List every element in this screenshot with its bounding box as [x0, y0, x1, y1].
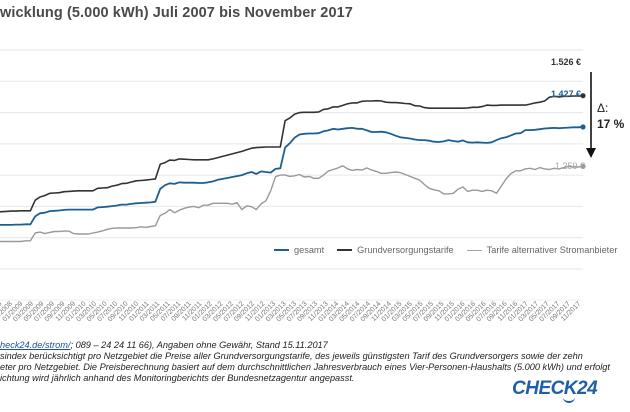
- series-line-grundversorgungstarife: [0, 94, 584, 213]
- x-axis-tick-labels: 09/200811/200801/200903/200905/200907/20…: [0, 300, 582, 323]
- series-line-tarife-alternativer-stromanbieter: [0, 165, 584, 243]
- legend-swatch: [274, 249, 289, 251]
- series-end-marker: [580, 93, 586, 99]
- legend-label: gesamt: [294, 245, 325, 255]
- series-end-marker: [580, 163, 586, 169]
- check24-logo[interactable]: CHECK24: [512, 378, 598, 399]
- series-lines: [0, 93, 586, 243]
- legend-label: Grundversorgungstarife: [357, 245, 454, 255]
- delta-value: 17 %: [597, 117, 625, 131]
- legend-swatch: [337, 249, 353, 251]
- legend-item-grundversorgung: Grundversorgungstarife: [337, 245, 454, 255]
- chart-title: wicklung (5.000 kWh) Juli 2007 bis Novem…: [0, 5, 353, 21]
- footnote-source-text: ; 089 – 24 24 11 66), Angaben ohne Gewäh…: [70, 340, 328, 350]
- source-link[interactable]: heck24.de/strom/: [0, 340, 71, 350]
- end-label-grundversorgung: 1.526 €: [551, 57, 582, 67]
- arrow-down-icon: [586, 148, 596, 158]
- legend-item-gesamt: gesamt: [274, 245, 324, 255]
- logo-smile-icon: [563, 396, 575, 403]
- legend-label: Tarife alternativer Stromanbieter: [486, 245, 618, 255]
- end-label-alternative: 1.259 €: [555, 161, 586, 171]
- footnote-line-3: eter pro Netzgebiet. Die Preisberechnung…: [0, 362, 610, 372]
- gridlines: [0, 49, 583, 301]
- delta-arrow: [586, 72, 596, 158]
- footnote-line-4: ichtung wird jährlich anhand des Monitor…: [0, 373, 355, 383]
- delta-label: Δ:: [597, 101, 609, 115]
- series-line-gesamt: [0, 126, 584, 226]
- legend-swatch: [466, 249, 482, 251]
- legend-item-alternative: Tarife alternativer Stromanbieter: [466, 245, 618, 255]
- chart-legend: gesamt Grundversorgungstarife Tarife alt…: [274, 245, 630, 255]
- line-chart: 09/200811/200801/200903/200905/200907/20…: [0, 49, 596, 323]
- end-label-gesamt: 1.427 €: [551, 89, 582, 99]
- footnote-line-2: sindex berücksichtigt pro Netzgebiet die…: [0, 351, 583, 361]
- footnote: heck24.de/strom/; 089 – 24 24 11 66), An…: [0, 340, 610, 384]
- footnote-line-1: heck24.de/strom/; 089 – 24 24 11 66), An…: [0, 340, 610, 351]
- series-end-marker: [580, 124, 586, 130]
